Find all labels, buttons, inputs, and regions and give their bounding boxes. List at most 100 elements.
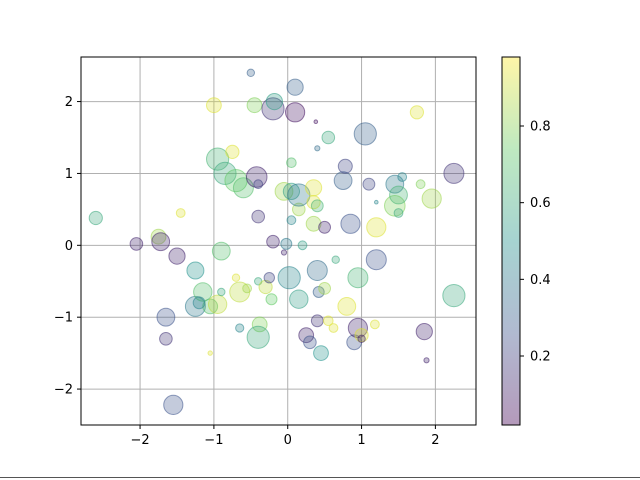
scatter-point: [303, 335, 317, 350]
scatter-point: [397, 172, 408, 182]
scatter-point: [206, 147, 230, 171]
y-tick-label: 2: [65, 95, 73, 110]
scatter-point: [231, 273, 241, 282]
scatter-point: [393, 208, 404, 218]
scatter-point: [286, 78, 304, 96]
colorbar-tick-label: 0.4: [530, 273, 551, 288]
colorbar-gradient: [502, 57, 520, 425]
scatter-point: [88, 210, 103, 226]
scatter-point: [321, 130, 336, 145]
scatter-point: [246, 97, 263, 114]
scatter-point: [292, 202, 306, 217]
scatter-point: [246, 325, 270, 349]
scatter-point: [175, 208, 186, 218]
scatter-point: [251, 316, 268, 333]
scatter-point: [192, 296, 206, 310]
scatter-point: [389, 185, 408, 205]
scatter-point: [211, 241, 231, 261]
colorbar-tick-label: 0.6: [530, 196, 551, 211]
scatter-point: [242, 283, 253, 294]
scatter-point: [340, 213, 361, 234]
scatter-point: [374, 199, 379, 205]
scatter-point: [207, 294, 228, 314]
scatter-point: [274, 182, 294, 201]
scatter-point: [265, 293, 278, 306]
scatter-point: [421, 188, 442, 209]
scatter-point: [235, 323, 245, 333]
scatter-point: [313, 119, 319, 124]
scatter-point: [225, 144, 240, 159]
scatter-point: [310, 199, 324, 213]
x-axis: −2 −1 0 1 2: [130, 425, 440, 448]
scatter-point: [423, 357, 430, 364]
scatter-point: [156, 307, 176, 327]
scatter-point: [305, 179, 323, 197]
scatter-point: [415, 323, 433, 341]
scatter-point: [333, 171, 353, 191]
scatter-point: [258, 279, 273, 295]
scatter-point: [159, 332, 173, 346]
scatter-point: [442, 284, 466, 308]
scatter-point: [277, 266, 301, 290]
scatter-point: [289, 289, 309, 309]
scatter-point: [306, 260, 328, 281]
scatter-point: [168, 247, 186, 265]
colorbar-frame: [501, 56, 521, 426]
scatter-point: [357, 334, 366, 343]
plot-frame: [80, 56, 477, 426]
y-tick-label: 1: [65, 167, 73, 182]
scatter-point: [305, 215, 322, 232]
y-axis: −2 −1 0 1 2: [54, 95, 81, 398]
scatter-point: [365, 249, 387, 271]
scatter-point: [298, 327, 315, 344]
scatter-point: [310, 314, 324, 328]
y-tick-label: −2: [54, 383, 73, 398]
scatter-point: [263, 272, 275, 284]
x-tick-label: 0: [284, 433, 292, 448]
scatter-point: [415, 179, 426, 190]
scatter-point: [323, 315, 334, 327]
scatter-point: [280, 249, 288, 256]
scatter-point: [362, 177, 376, 191]
scatter-point: [347, 267, 369, 289]
scatter-point: [206, 97, 222, 114]
scatter-point: [163, 394, 184, 415]
y-tick-label: 0: [65, 239, 73, 254]
scatter-point: [253, 179, 264, 190]
scatter-point: [186, 261, 205, 280]
scatter-point: [328, 323, 339, 333]
scatter-point: [286, 215, 297, 226]
colorbar-tick-label: 0.2: [530, 350, 551, 365]
scatter-point: [331, 255, 340, 264]
scatter-point: [280, 237, 293, 250]
scatter-point: [314, 145, 321, 152]
scatter-point: [151, 232, 171, 252]
x-tick-label: −1: [204, 433, 223, 448]
scatter-point: [207, 350, 213, 356]
scatter-points: [88, 68, 466, 415]
scatter-point: [266, 234, 280, 249]
scatter-point: [246, 68, 256, 78]
scatter-point: [251, 209, 266, 224]
scatter-point: [409, 105, 424, 120]
scatter-point: [337, 158, 353, 174]
scatter-point: [318, 282, 332, 295]
scatter-point: [265, 93, 283, 111]
x-tick-label: 2: [431, 433, 439, 448]
colorbar: 0.2 0.4 0.6 0.8: [501, 56, 551, 426]
x-tick-label: 1: [357, 433, 365, 448]
scatter-point: [318, 220, 332, 234]
scatter-point: [217, 287, 226, 297]
x-tick-label: −2: [130, 433, 149, 448]
scatter-point: [313, 345, 329, 362]
scatter-point: [370, 319, 380, 330]
scatter-point: [443, 162, 465, 184]
colorbar-tick-label: 0.8: [530, 120, 551, 135]
scatter-point: [297, 240, 308, 251]
colorbar-ticks: 0.2 0.4 0.6 0.8: [520, 120, 551, 365]
scatter-point: [184, 295, 206, 317]
scatter-point: [213, 161, 237, 185]
scatter-point: [285, 102, 306, 123]
y-tick-label: −1: [54, 311, 73, 326]
